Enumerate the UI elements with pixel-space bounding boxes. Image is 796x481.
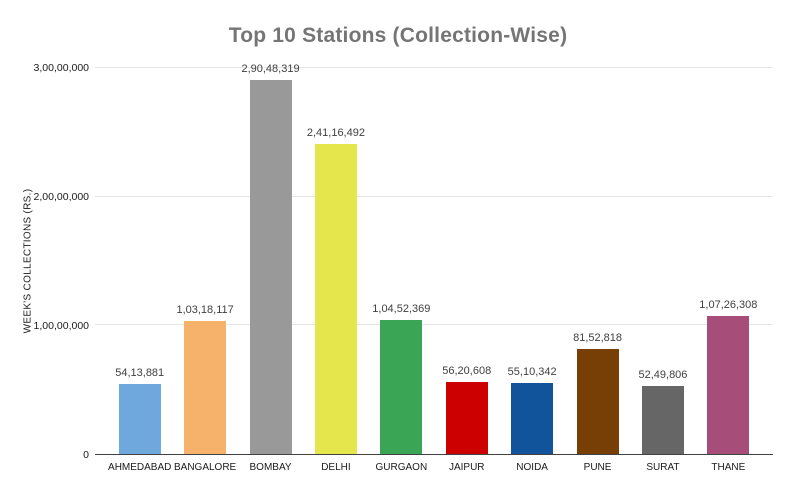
gridline xyxy=(95,67,773,68)
bar-slot: 54,13,881 AHMEDABAD xyxy=(107,68,172,473)
x-axis-label: BOMBAY xyxy=(249,462,292,473)
bar-bangalore[interactable]: 1,03,18,117 xyxy=(176,304,234,454)
bar-thane[interactable]: 1,07,26,308 xyxy=(699,299,757,454)
x-axis-label: DELHI xyxy=(321,462,351,473)
bar-value-label: 81,52,818 xyxy=(573,332,623,345)
bar-ahmedabad[interactable]: 54,13,881 xyxy=(115,367,164,454)
bar-value-label: 56,20,608 xyxy=(442,364,492,377)
gridline xyxy=(95,195,773,197)
gridline xyxy=(95,324,773,326)
x-axis-label: AHMEDABAD xyxy=(108,462,172,473)
bar-slot: 2,90,48,319 BOMBAY xyxy=(238,63,303,473)
x-axis-label: BANGALORE xyxy=(173,462,237,473)
bar-jaipur[interactable]: 56,20,608 xyxy=(442,365,491,454)
bar-slot: 56,20,608 JAIPUR xyxy=(434,68,499,473)
y-axis-tick-label: 0 xyxy=(83,449,89,461)
x-axis-label: THANE xyxy=(711,462,746,473)
x-axis-label: PUNE xyxy=(583,462,612,473)
bar-value-label: 52,49,806 xyxy=(638,369,688,382)
bar-bombay[interactable]: 2,90,48,319 xyxy=(241,63,300,454)
bar-slot: 52,49,806 SURAT xyxy=(630,68,695,473)
y-axis: 0 1,00,00,000 2,00,00,000 3,00,00,000 xyxy=(0,62,89,461)
x-axis-label: NOIDA xyxy=(516,462,548,473)
bar-value-label: 54,13,881 xyxy=(115,367,165,380)
bar-slot: 2,41,16,492 DELHI xyxy=(303,68,368,473)
plot-area: 54,13,881 AHMEDABAD 1,03,18,117 BANGALORE 2,… xyxy=(95,63,773,473)
y-axis-tick-label: 3,00,00,000 xyxy=(33,62,89,74)
x-axis-label: GURGAON xyxy=(375,462,428,473)
bar-pune[interactable]: 81,52,818 xyxy=(573,332,622,454)
y-axis-tick-label: 1,00,00,000 xyxy=(33,320,89,333)
bar-slot: 1,07,26,308 THANE xyxy=(696,68,761,473)
bar-slot: 81,52,818 PUNE xyxy=(565,68,630,473)
bar-gurgaon[interactable]: 1,04,52,369 xyxy=(372,303,430,454)
bar-value-label: 1,04,52,369 xyxy=(372,302,431,315)
chart-title: Top 10 Stations (Collection-Wise) xyxy=(228,24,568,47)
bar-slot: 55,10,342 NOIDA xyxy=(499,68,564,473)
bar-slot: 1,04,52,369 GURGAON xyxy=(369,68,434,473)
bars-container: 54,13,881 AHMEDABAD 1,03,18,117 BANGALORE 2,… xyxy=(95,63,773,473)
bar-value-label: 2,41,16,492 xyxy=(306,126,365,139)
bar-value-label: 1,07,26,308 xyxy=(699,299,758,311)
bar-value-label: 1,03,18,117 xyxy=(176,304,234,317)
bar-delhi[interactable]: 2,41,16,492 xyxy=(307,127,365,454)
bar-noida[interactable]: 55,10,342 xyxy=(508,366,557,454)
y-axis-tick-label: 2,00,00,000 xyxy=(33,191,89,204)
x-axis-label: JAIPUR xyxy=(448,462,485,473)
bar-slot: 1,03,18,117 BANGALORE xyxy=(172,68,237,473)
bar-value-label: 55,10,342 xyxy=(507,366,557,379)
bar-surat[interactable]: 52,49,806 xyxy=(638,369,687,454)
x-axis-label: SURAT xyxy=(646,462,680,473)
bar-value-label: 2,90,48,319 xyxy=(241,63,300,76)
